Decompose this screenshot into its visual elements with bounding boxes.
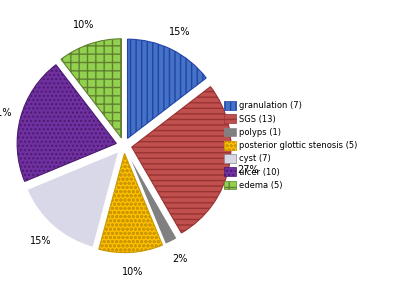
Text: 15%: 15% xyxy=(170,26,191,37)
Wedge shape xyxy=(61,39,122,138)
Text: 21%: 21% xyxy=(0,108,12,118)
Text: 2%: 2% xyxy=(172,254,188,265)
Wedge shape xyxy=(128,39,206,139)
Wedge shape xyxy=(99,153,162,253)
Wedge shape xyxy=(27,152,119,247)
Wedge shape xyxy=(132,87,231,233)
Text: 15%: 15% xyxy=(30,236,51,246)
Text: 27%: 27% xyxy=(238,165,259,175)
Wedge shape xyxy=(17,65,116,181)
Text: 10%: 10% xyxy=(122,267,143,277)
Wedge shape xyxy=(128,152,177,244)
Text: 10%: 10% xyxy=(72,20,94,30)
Legend: granulation (7), SGS (13), polyps (1), posterior glottic stenosis (5), cyst (7),: granulation (7), SGS (13), polyps (1), p… xyxy=(222,100,359,191)
